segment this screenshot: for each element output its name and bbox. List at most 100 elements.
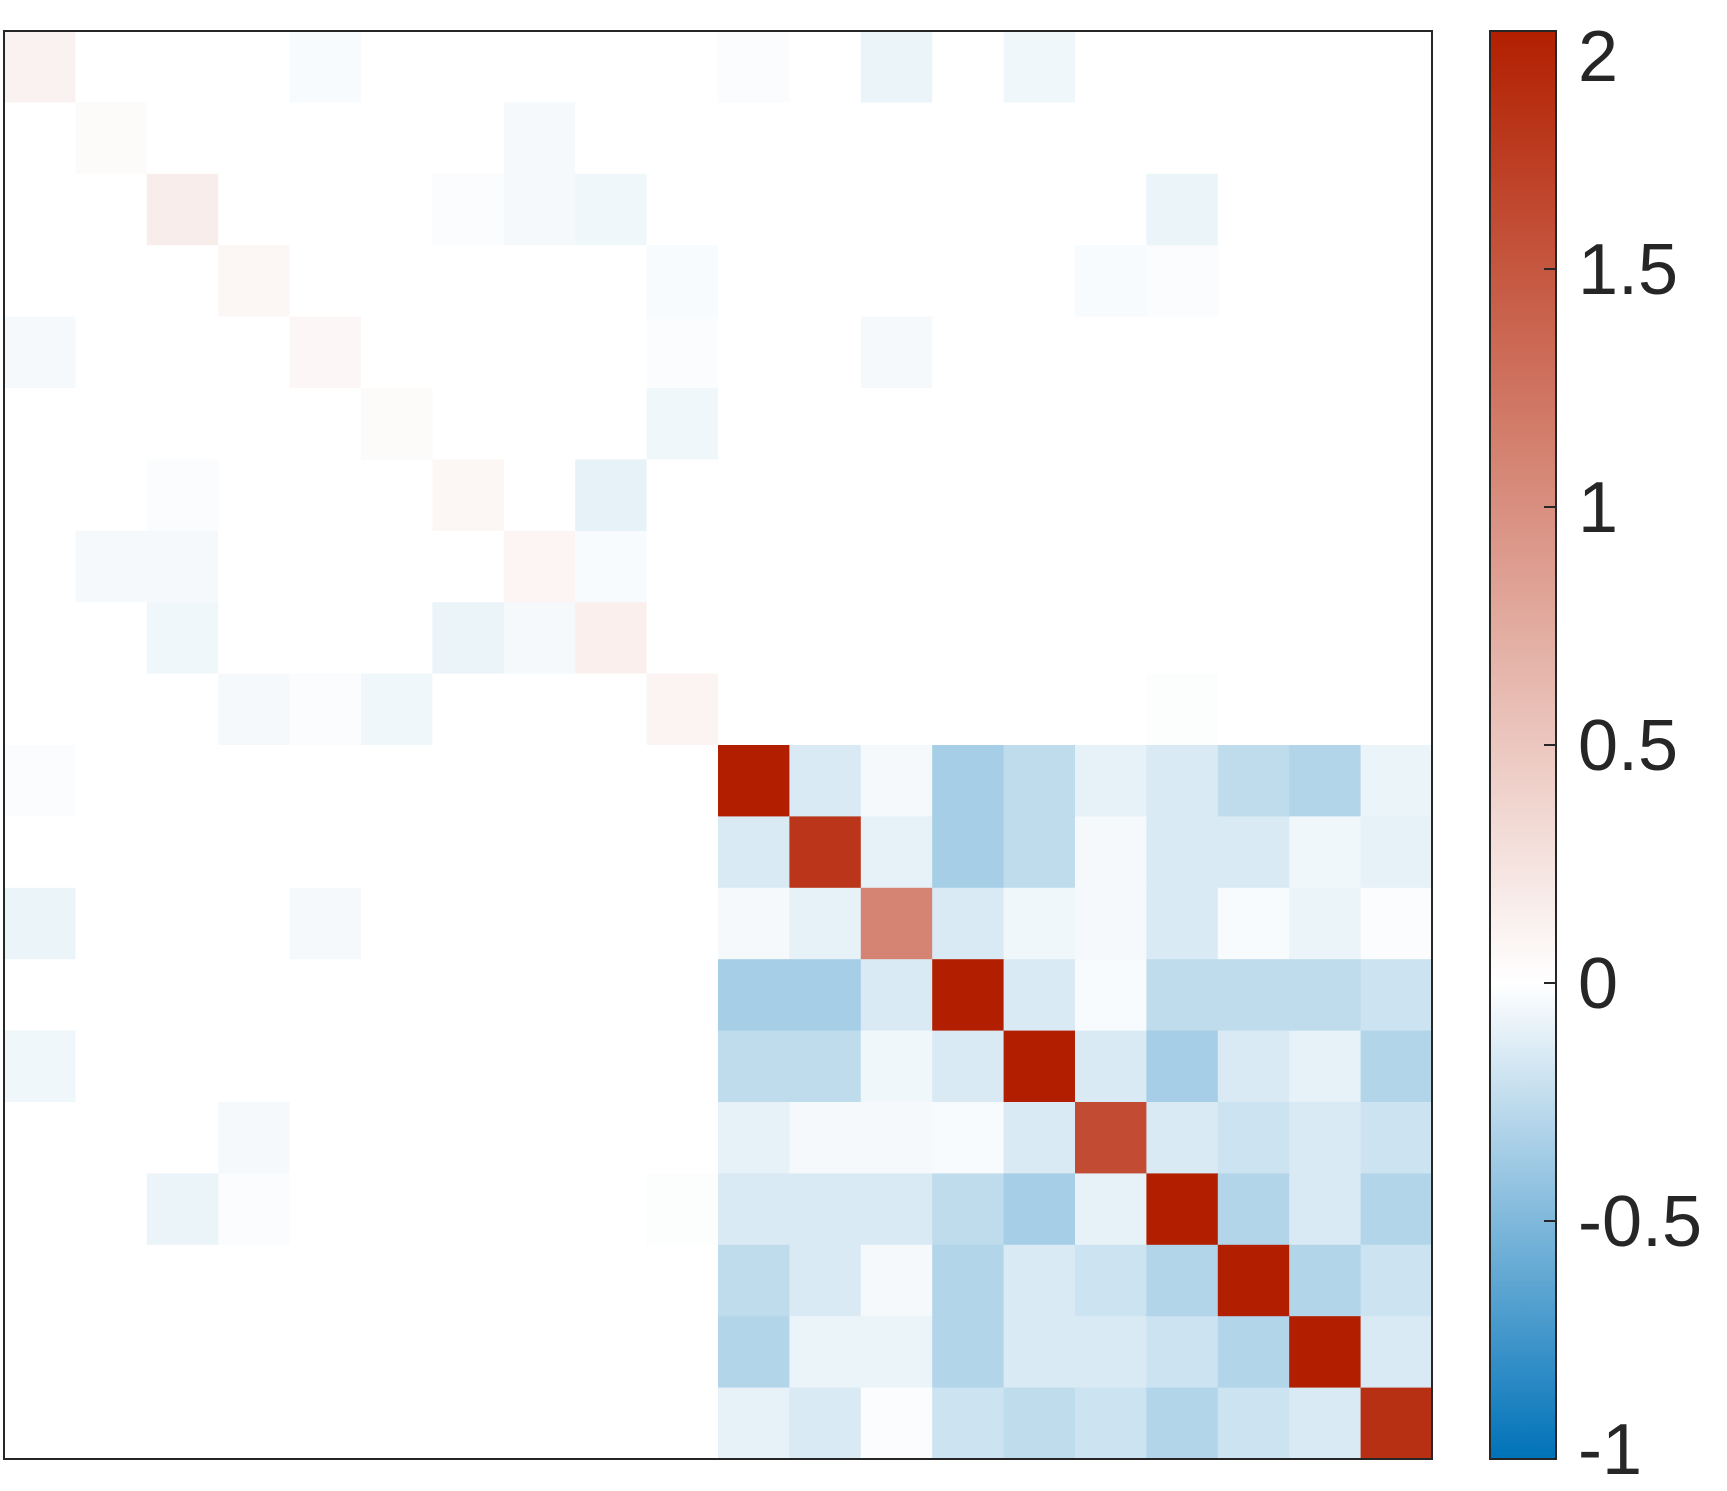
heatmap-cell-r5-c13 [932,388,1005,460]
heatmap-cell-r17-c3 [218,1244,291,1317]
heatmap-cell-r13-c9 [646,959,719,1032]
heatmap-cell-r9-c13 [932,673,1005,746]
heatmap-cell-r11-c1 [75,816,148,889]
heatmap-cell-r15-c0 [4,1102,76,1174]
heatmap-cell-r15-c11 [789,1102,862,1174]
heatmap-cell-r19-c16 [1146,1387,1219,1460]
heatmap-cell-r7-c16 [1146,530,1219,603]
colorbar-tick-label: 0.5 [1578,706,1678,786]
heatmap-cell-r12-c11 [789,887,862,960]
heatmap-cell-r7-c2 [146,530,219,603]
heatmap-cell-r0-c10 [718,31,790,103]
heatmap-cell-r13-c13 [932,959,1005,1032]
heatmap-cell-r19-c17 [1217,1387,1290,1460]
heatmap-cell-r11-c6 [432,816,505,889]
heatmap-cell-r15-c2 [146,1102,219,1174]
heatmap-cell-r18-c7 [503,1316,576,1389]
heatmap-cell-r3-c10 [718,245,790,318]
colorbar-tick-label: 2 [1578,17,1618,97]
heatmap-cell-r13-c19 [1360,959,1433,1032]
heatmap-cell-r12-c19 [1360,887,1433,960]
heatmap-cell-r1-c15 [1075,102,1147,175]
heatmap-cell-r14-c16 [1146,1030,1219,1103]
heatmap-cell-r11-c16 [1146,816,1219,889]
heatmap-cell-r10-c1 [75,745,148,817]
colorbar-tick-label: 1.5 [1578,230,1678,310]
heatmap-cell-r13-c7 [503,959,576,1032]
heatmap-cell-r8-c2 [146,602,219,675]
heatmap-cell-r6-c8 [575,459,648,532]
heatmap-cell-r4-c0 [4,316,76,389]
heatmap-cell-r14-c18 [1289,1030,1362,1103]
heatmap-cell-r8-c13 [932,602,1005,675]
heatmap-cell-r0-c3 [218,31,291,103]
heatmap-cell-r16-c4 [289,1173,362,1246]
heatmap-cell-r14-c13 [932,1030,1005,1103]
heatmap-cell-r2-c17 [1217,173,1290,246]
heatmap-cell-r12-c13 [932,887,1005,960]
heatmap-cell-r7-c0 [4,530,76,603]
heatmap-cell-r16-c10 [718,1173,790,1246]
heatmap-cell-r4-c2 [146,316,219,389]
heatmap-cell-r5-c3 [218,388,291,460]
heatmap-cell-r16-c18 [1289,1173,1362,1246]
heatmap-cell-r19-c5 [361,1387,433,1460]
heatmap-cell-r6-c15 [1075,459,1147,532]
heatmap-cell-r3-c15 [1075,245,1147,318]
heatmap-cell-r10-c13 [932,745,1005,817]
heatmap-cell-r2-c16 [1146,173,1219,246]
heatmap-cell-r4-c3 [218,316,291,389]
heatmap-cell-r19-c9 [646,1387,719,1460]
heatmap-cell-r8-c7 [503,602,576,675]
heatmap-cell-r0-c14 [1003,31,1076,103]
heatmap-cell-r10-c5 [361,745,433,817]
heatmap-cell-r18-c15 [1075,1316,1147,1389]
heatmap-cell-r7-c14 [1003,530,1076,603]
heatmap-cell-r5-c18 [1289,388,1362,460]
heatmap-cell-r18-c11 [789,1316,862,1389]
heatmap-cell-r17-c17 [1217,1244,1290,1317]
heatmap-cell-r16-c7 [503,1173,576,1246]
heatmap-cell-r8-c15 [1075,602,1147,675]
heatmap-cell-r15-c13 [932,1102,1005,1174]
heatmap-cell-r1-c2 [146,102,219,175]
heatmap-cell-r16-c12 [860,1173,933,1246]
heatmap-cell-r16-c3 [218,1173,291,1246]
heatmap-cell-r8-c5 [361,602,433,675]
heatmap-cell-r2-c13 [932,173,1005,246]
heatmap-cell-r12-c2 [146,887,219,960]
heatmap-cell-r9-c5 [361,673,433,746]
heatmap-cell-r7-c4 [289,530,362,603]
heatmap-cell-r8-c9 [646,602,719,675]
heatmap-cell-r3-c16 [1146,245,1219,318]
heatmap-cell-r9-c14 [1003,673,1076,746]
heatmap-cell-r4-c19 [1360,316,1433,389]
heatmap-cell-r14-c8 [575,1030,648,1103]
heatmap-cell-r14-c9 [646,1030,719,1103]
heatmap-cell-r11-c15 [1075,816,1147,889]
heatmap-cell-r10-c11 [789,745,862,817]
heatmap-cell-r16-c17 [1217,1173,1290,1246]
heatmap-cell-r6-c16 [1146,459,1219,532]
heatmap-cell-r15-c4 [289,1102,362,1174]
heatmap-cell-r16-c0 [4,1173,76,1246]
heatmap-cell-r18-c10 [718,1316,790,1389]
heatmap-cell-r9-c11 [789,673,862,746]
heatmap-cell-r11-c19 [1360,816,1433,889]
heatmap-cell-r11-c8 [575,816,648,889]
heatmap-cell-r18-c18 [1289,1316,1362,1389]
heatmap-cell-r11-c3 [218,816,291,889]
heatmap-cell-r6-c18 [1289,459,1362,532]
heatmap-cell-r14-c6 [432,1030,505,1103]
heatmap-cell-r4-c11 [789,316,862,389]
heatmap-cell-r12-c17 [1217,887,1290,960]
heatmap-cell-r15-c16 [1146,1102,1219,1174]
heatmap-cell-r17-c6 [432,1244,505,1317]
heatmap-cell-r13-c3 [218,959,291,1032]
heatmap-cell-r7-c1 [75,530,148,603]
heatmap-cell-r15-c5 [361,1102,433,1174]
heatmap-cell-r16-c8 [575,1173,648,1246]
heatmap-cell-r19-c13 [932,1387,1005,1460]
heatmap-cell-r16-c15 [1075,1173,1147,1246]
heatmap-cell-r15-c9 [646,1102,719,1174]
